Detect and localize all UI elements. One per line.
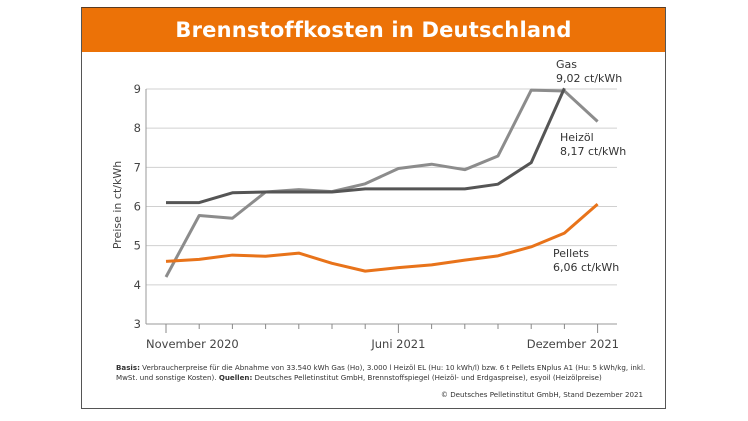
- footnote: Basis: Verbraucherpreise für die Abnahme…: [116, 363, 646, 383]
- x-tick-label: Dezember 2021: [527, 337, 619, 351]
- y-axis-title: Preise in ct/kWh: [111, 161, 124, 249]
- x-tick-label: November 2020: [146, 337, 239, 351]
- y-tick-label: 4: [134, 278, 141, 292]
- y-tick-label: 6: [134, 200, 141, 214]
- series-label-name: Pellets: [553, 247, 589, 260]
- series-label-name: Gas: [556, 58, 577, 71]
- series-label-value: 6,06 ct/kWh: [553, 261, 619, 274]
- y-tick-label: 9: [134, 82, 141, 96]
- y-tick-label: 8: [134, 121, 141, 135]
- chart-frame: Brennstoffkosten in Deutschland: [81, 7, 666, 409]
- x-tick-label: Juni 2021: [370, 337, 425, 351]
- series-label-value: 9,02 ct/kWh: [556, 72, 622, 85]
- series-line-heizoel: [164, 88, 599, 278]
- series-lines: [164, 87, 599, 278]
- series-label-value: 8,17 ct/kWh: [560, 145, 626, 158]
- gridlines: [146, 88, 617, 286]
- sources-label: Quellen:: [218, 373, 253, 382]
- x-ticks: November 2020 Juni 2021 Dezember 2021: [146, 324, 619, 351]
- basis-label: Basis:: [116, 363, 140, 372]
- y-tick-labels: 3 4 5 6 7 8 9: [134, 82, 141, 331]
- y-tick-label: 3: [134, 317, 141, 331]
- series-line-pellets: [165, 203, 599, 273]
- y-tick-label: 5: [134, 239, 141, 253]
- basis-text: Verbraucherpreise für die Abnahme von 33…: [116, 363, 646, 382]
- chart-title: Brennstoffkosten in Deutschland: [82, 8, 665, 52]
- copyright: © Deutsches Pelletinstitut GmbH, Stand D…: [440, 390, 643, 399]
- series-label-name: Heizöl: [560, 131, 594, 144]
- axes: [145, 89, 617, 325]
- y-tick-label: 7: [134, 160, 141, 174]
- sources-text: Deutsches Pelletinstitut GmbH, Brennstof…: [252, 373, 602, 382]
